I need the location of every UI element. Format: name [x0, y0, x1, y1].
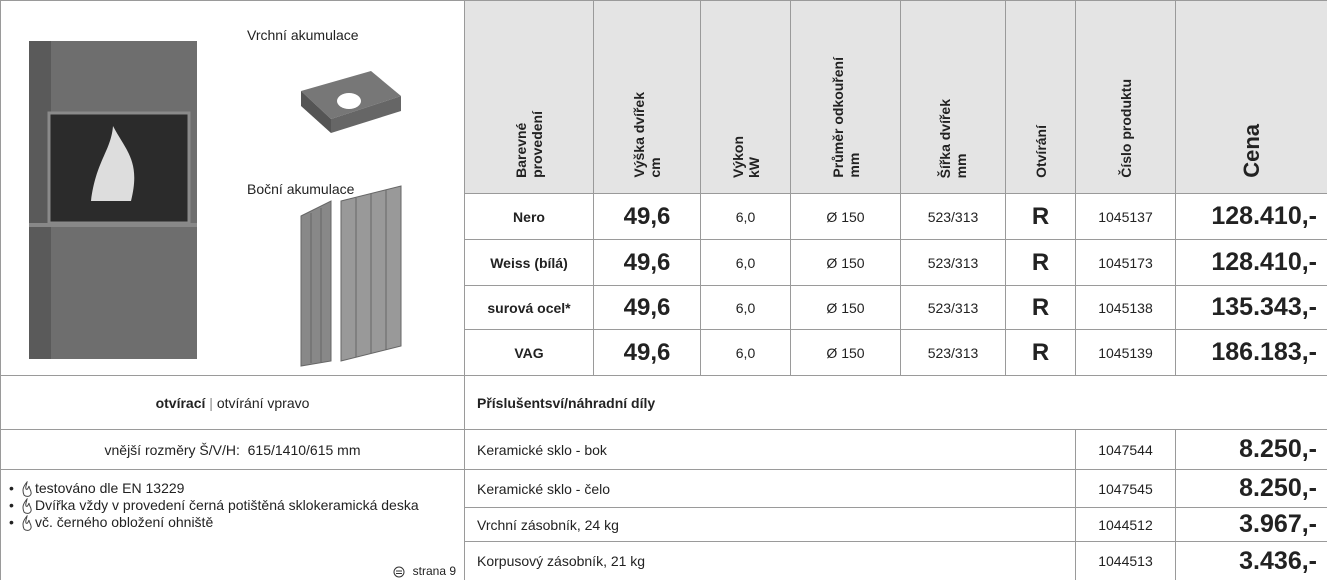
cell: 186.183,- — [1176, 330, 1327, 376]
accessory-name: Korpusový zásobník, 21 kg — [465, 542, 1076, 580]
accessory-code: 1044512 — [1076, 508, 1176, 542]
column-header: Výkon kW — [701, 1, 791, 194]
table-body: Vrchní akumulace Boční akumulace Barevné … — [1, 1, 1327, 580]
accessory-price: 8.250,- — [1176, 430, 1327, 470]
feature-text: vč. černého obložení ohniště — [35, 514, 213, 530]
header-text: Šířka dvířek mm — [937, 99, 969, 178]
cell: 1045139 — [1076, 330, 1176, 376]
feature-text: testováno dle EN 13229 — [35, 480, 184, 496]
column-header: Průměr odkouření mm — [791, 1, 901, 194]
cell: 6,0 — [701, 330, 791, 376]
header-text: Barevné provedení — [513, 111, 545, 178]
feature-item: •vč. černého obložení ohniště — [9, 514, 464, 531]
cell: Ø 150 — [791, 286, 901, 330]
cell: 1045138 — [1076, 286, 1176, 330]
cell: 49,6 — [594, 240, 701, 286]
column-header: Cena — [1176, 1, 1327, 194]
cell: 523/313 — [901, 194, 1006, 240]
separator: | — [209, 395, 213, 411]
cell: 135.343,- — [1176, 286, 1327, 330]
cell: 6,0 — [701, 286, 791, 330]
cell: 1045173 — [1076, 240, 1176, 286]
accessory-row: •testováno dle EN 13229•Dvířka vždy v pr… — [1, 470, 1327, 508]
cell: 6,0 — [701, 240, 791, 286]
column-header: Barevné provedení — [465, 1, 594, 194]
cell: VAG — [465, 330, 594, 376]
accessory-code: 1047544 — [1076, 430, 1176, 470]
accessory-price: 3.436,- — [1176, 542, 1327, 580]
opening-cell: otvírací | otvírání vpravo — [1, 376, 465, 430]
feature-item: •testováno dle EN 13229 — [9, 480, 464, 497]
page-icon — [393, 566, 407, 578]
opening-text: otvírání vpravo — [217, 395, 310, 411]
features-cell: •testováno dle EN 13229•Dvířka vždy v pr… — [1, 470, 465, 580]
cell: Ø 150 — [791, 194, 901, 240]
cell: 523/313 — [901, 286, 1006, 330]
column-header: Šířka dvířek mm — [901, 1, 1006, 194]
column-header: Číslo produktu — [1076, 1, 1176, 194]
cell: 1045137 — [1076, 194, 1176, 240]
cell: Ø 150 — [791, 330, 901, 376]
product-table: Vrchní akumulace Boční akumulace Barevné … — [0, 0, 1327, 580]
column-header: Výška dvířek cm — [594, 1, 701, 194]
opening-bold: otvírací — [156, 395, 206, 411]
accessory-code: 1044513 — [1076, 542, 1176, 580]
accessory-name: Vrchní zásobník, 24 kg — [465, 508, 1076, 542]
side-storage-label: Boční akumulace — [247, 181, 354, 197]
cell: Ø 150 — [791, 240, 901, 286]
header-text: Číslo produktu — [1118, 79, 1134, 178]
cell: 523/313 — [901, 240, 1006, 286]
cell: 523/313 — [901, 330, 1006, 376]
cell: 49,6 — [594, 330, 701, 376]
cell: Weiss (bílá) — [465, 240, 594, 286]
dimensions-cell: vnější rozměry Š/V/H: 615/1410/615 mm — [1, 430, 465, 470]
header-text: Průměr odkouření mm — [830, 57, 862, 178]
feature-item: •Dvířka vždy v provedení černá potištěná… — [9, 497, 464, 514]
page: Vrchní akumulace Boční akumulace Barevné … — [0, 0, 1327, 580]
cell: 49,6 — [594, 286, 701, 330]
cell: 128.410,- — [1176, 240, 1327, 286]
cell: 49,6 — [594, 194, 701, 240]
cell: R — [1006, 194, 1076, 240]
cell: R — [1006, 330, 1076, 376]
page-ref-text: strana 9 — [413, 564, 456, 578]
cell: 6,0 — [701, 194, 791, 240]
accessory-price: 3.967,- — [1176, 508, 1327, 542]
flame-icon — [21, 481, 33, 497]
header-text: Výška dvířek cm — [631, 92, 663, 178]
cell: Nero — [465, 194, 594, 240]
column-header: Otvírání — [1006, 1, 1076, 194]
accessory-name: Keramické sklo - čelo — [465, 470, 1076, 508]
accessory-code: 1047545 — [1076, 470, 1176, 508]
cell: R — [1006, 286, 1076, 330]
page-reference: strana 9 — [393, 564, 456, 578]
accessories-title: Příslušentsví/náhradní díly — [465, 376, 1327, 430]
feature-list: •testováno dle EN 13229•Dvířka vždy v pr… — [1, 480, 464, 531]
product-image-cell: Vrchní akumulace Boční akumulace — [1, 1, 465, 376]
accessory-name: Keramické sklo - bok — [465, 430, 1076, 470]
accessory-price: 8.250,- — [1176, 470, 1327, 508]
feature-text: Dvířka vždy v provedení černá potištěná … — [35, 497, 419, 513]
cell: 128.410,- — [1176, 194, 1327, 240]
cell: surová ocel* — [465, 286, 594, 330]
header-text: Výkon kW — [730, 136, 762, 178]
flame-icon — [21, 498, 33, 514]
cell: R — [1006, 240, 1076, 286]
top-storage-label: Vrchní akumulace — [247, 27, 359, 43]
flame-icon — [21, 515, 33, 531]
header-text: Cena — [1244, 124, 1260, 178]
header-text: Otvírání — [1033, 125, 1049, 178]
header-row: Vrchní akumulace Boční akumulace Barevné … — [1, 1, 1327, 194]
product-illustration — [1, 1, 464, 375]
